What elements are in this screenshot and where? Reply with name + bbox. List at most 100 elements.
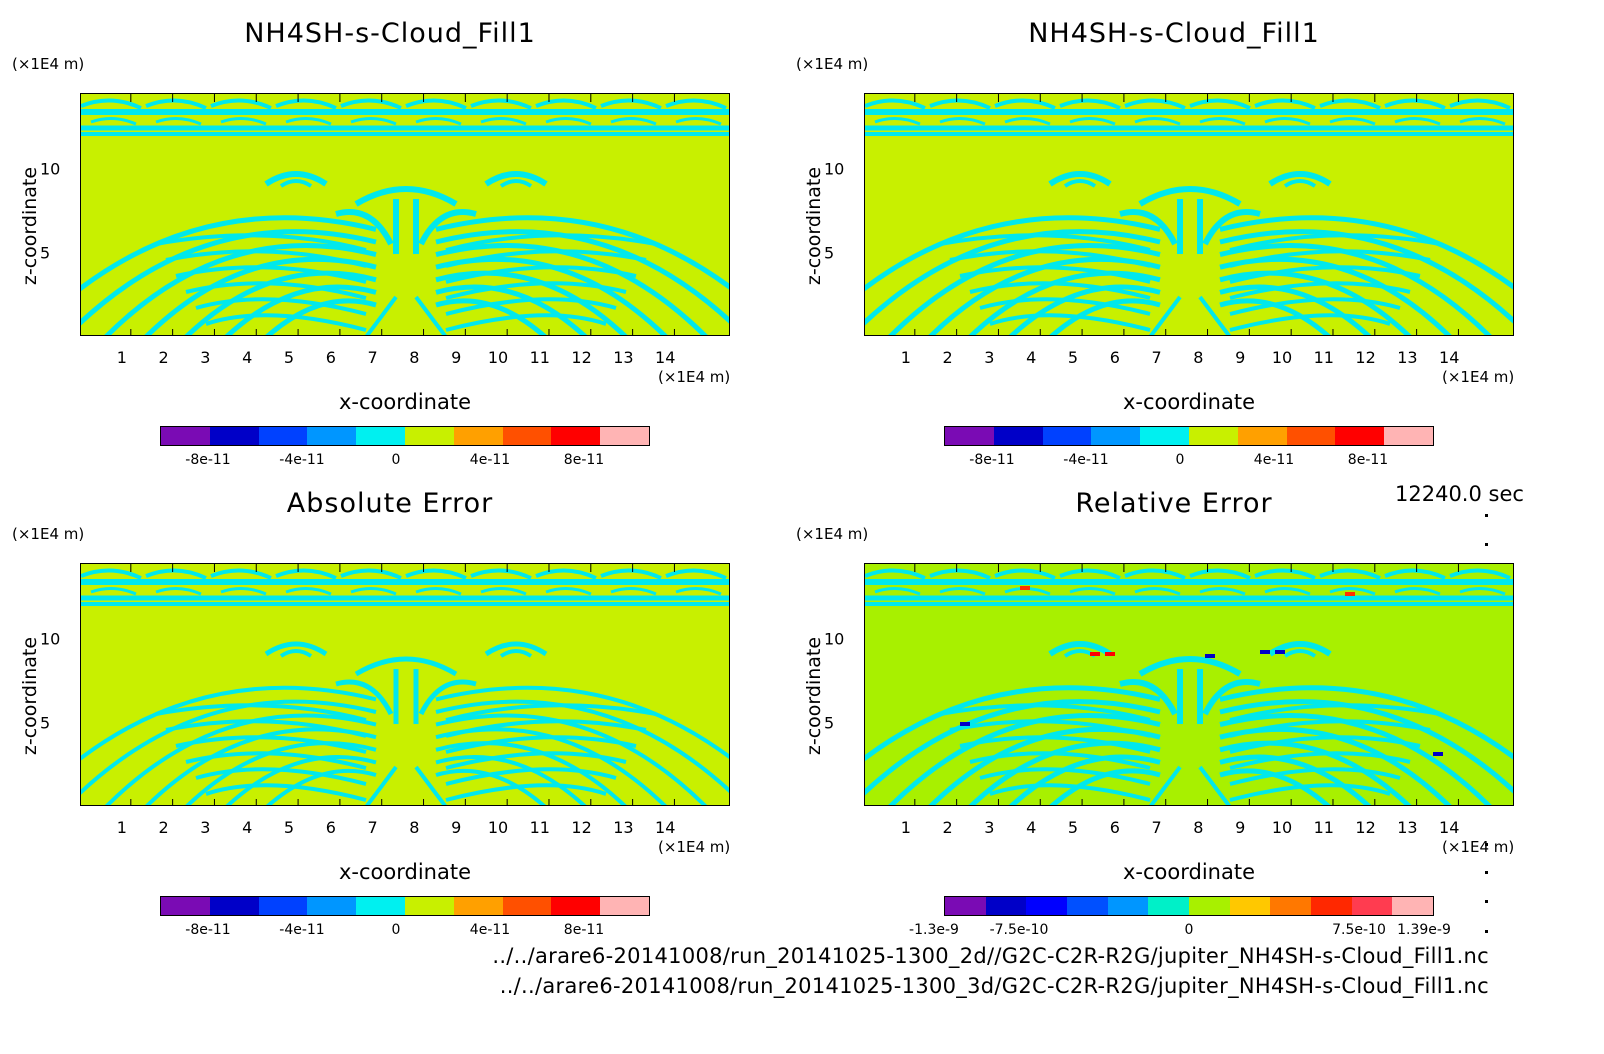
cloud-arc [435, 713, 708, 805]
file-path-2d: ../../arare6-20141008/run_20141025-1300_… [492, 944, 1489, 968]
cloud-arc [1219, 768, 1331, 805]
heatmap-plot [864, 93, 1514, 336]
cloud-arc [265, 768, 377, 805]
colorbar [944, 896, 1434, 916]
x-tick-label: 13 [1397, 348, 1418, 367]
cloud-arc [445, 233, 657, 252]
y-tick-label: 10 [824, 159, 845, 179]
colorbar-swatch [404, 897, 454, 915]
cloud-arc [484, 641, 548, 657]
colorbar-swatch [551, 427, 601, 445]
colorbar-swatch [258, 427, 308, 445]
cloud-arc [165, 719, 367, 738]
cloud-band [600, 568, 662, 580]
x-tick-label: 5 [283, 818, 295, 837]
colorbar-swatch [1091, 427, 1141, 445]
colorbar [160, 426, 650, 446]
x-tick-label: 4 [1026, 348, 1037, 367]
colorbar-swatch [1067, 897, 1108, 915]
cloud-field [81, 568, 729, 805]
cloud-arc [445, 297, 617, 316]
chart-panel-1: NH4SH-s-Cloud_Fill1 (×1E4 m) z-coordinate 1… [0, 0, 780, 470]
cloud-band [865, 568, 926, 580]
cloud-arc [435, 768, 547, 805]
colorbar-label: 8e-11 [563, 922, 605, 938]
colorbar-swatch [356, 897, 405, 915]
cloud-arc [435, 755, 587, 805]
error-spot [1090, 652, 1100, 656]
cloud-arc [1229, 751, 1411, 770]
cloud-arc [484, 171, 548, 187]
colorbar-swatch [404, 427, 454, 445]
cloud-arc [418, 679, 477, 716]
x-tick-label: 10 [487, 818, 509, 837]
x-tick-label: 6 [1109, 348, 1120, 367]
cloud-band [90, 587, 137, 596]
cloud-arc [445, 783, 607, 802]
chart-panel-4: Relative Error (×1E4 m) z-coordinate 1 2 3 4 5 6… [784, 470, 1564, 940]
cloud-arc [979, 297, 1151, 316]
x-tick-label: 8 [1193, 348, 1204, 367]
x-tick-label: 13 [1397, 818, 1418, 837]
cloud-band [1069, 587, 1116, 596]
cloud-band [1059, 568, 1121, 580]
y-tick-label: 5 [40, 713, 51, 733]
cloud-arc [1219, 754, 1372, 805]
cloud-band [874, 587, 921, 596]
cloud-band [1254, 568, 1316, 580]
cloud-arc [175, 265, 367, 284]
x-tick-label: 12 [1355, 348, 1376, 367]
cloud-arc [205, 783, 367, 802]
cloud-band [405, 568, 467, 580]
cloud-arc [435, 699, 729, 794]
cloud-arc [165, 249, 367, 268]
x-unit-label: (×1E4 m) [1442, 368, 1515, 386]
cloud-arc [445, 313, 607, 332]
cloud-arc [1229, 297, 1401, 316]
y-tick-label: 10 [824, 629, 845, 649]
colorbar [160, 896, 650, 916]
colorbar-swatch [1107, 897, 1149, 915]
dot-marker [1485, 930, 1488, 933]
cloud-arc [445, 735, 637, 754]
colorbar-swatch [209, 427, 259, 445]
cloud-band [220, 587, 267, 596]
cloud-arc [1229, 719, 1431, 738]
cloud-band [1199, 117, 1246, 126]
cloud-band [145, 568, 207, 580]
x-tick-label: 2 [942, 818, 953, 837]
cloud-arc [979, 767, 1151, 786]
cloud-band [1459, 587, 1506, 596]
x-tick-label: 12 [571, 348, 592, 367]
colorbar-swatch [209, 897, 259, 915]
cloud-arc [435, 229, 729, 324]
cloud-band [1124, 98, 1186, 110]
cloud-arc [1229, 783, 1391, 802]
y-tick-label: 5 [824, 243, 835, 263]
cloud-band [1394, 587, 1441, 596]
cloud-field [865, 568, 1513, 805]
cloud-band [415, 117, 462, 126]
x-tick-label: 14 [1439, 818, 1460, 837]
cloud-arc [865, 229, 1161, 326]
cloud-band [415, 587, 462, 596]
x-tick-label: 7 [367, 818, 378, 837]
cloud-arc [279, 649, 313, 658]
cloud-band [1264, 587, 1311, 596]
cloud-arc [1229, 703, 1441, 722]
cloud-arc [888, 243, 1161, 335]
cloud-arc [1048, 171, 1112, 187]
x-tick-label: 2 [942, 348, 953, 367]
colorbar-label: -1.3e-9 [909, 922, 959, 938]
cloud-stem [365, 765, 447, 805]
cloud-band [1449, 568, 1511, 580]
colorbar-label: -7.5e-10 [989, 922, 1049, 938]
error-spot [1260, 650, 1270, 654]
colorbar-swatch [993, 427, 1043, 445]
colorbar-label: -4e-11 [279, 922, 325, 938]
cloud-arc [335, 679, 394, 716]
cloud-arc [335, 209, 394, 246]
cloud-band [1254, 98, 1316, 110]
heatmap-plot [80, 563, 730, 806]
cloud-arc [185, 751, 367, 770]
